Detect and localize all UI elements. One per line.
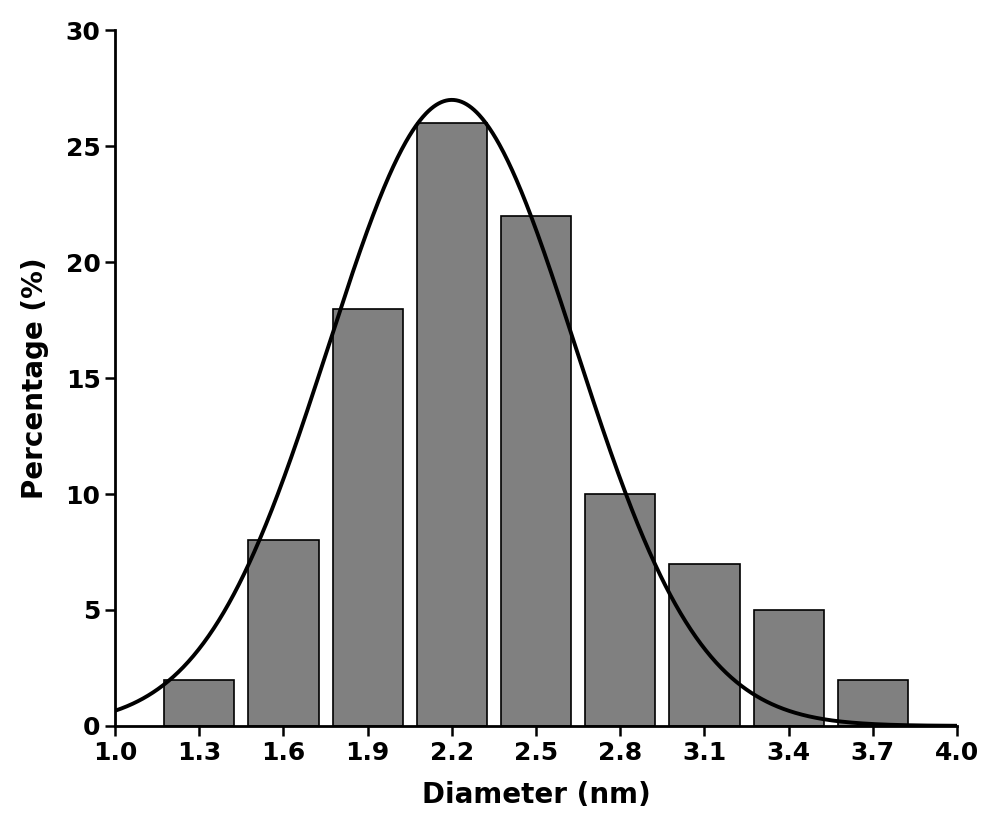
Bar [838, 680, 908, 726]
X-axis label: Diameter (nm): Diameter (nm) [422, 781, 650, 809]
Bar [501, 216, 571, 726]
Bar [585, 494, 655, 726]
Bar [164, 680, 234, 726]
Bar [417, 123, 487, 726]
Bar [754, 610, 824, 726]
Bar [669, 564, 740, 726]
Y-axis label: Percentage (%): Percentage (%) [21, 257, 49, 499]
Bar [333, 309, 403, 726]
Bar [248, 540, 319, 726]
